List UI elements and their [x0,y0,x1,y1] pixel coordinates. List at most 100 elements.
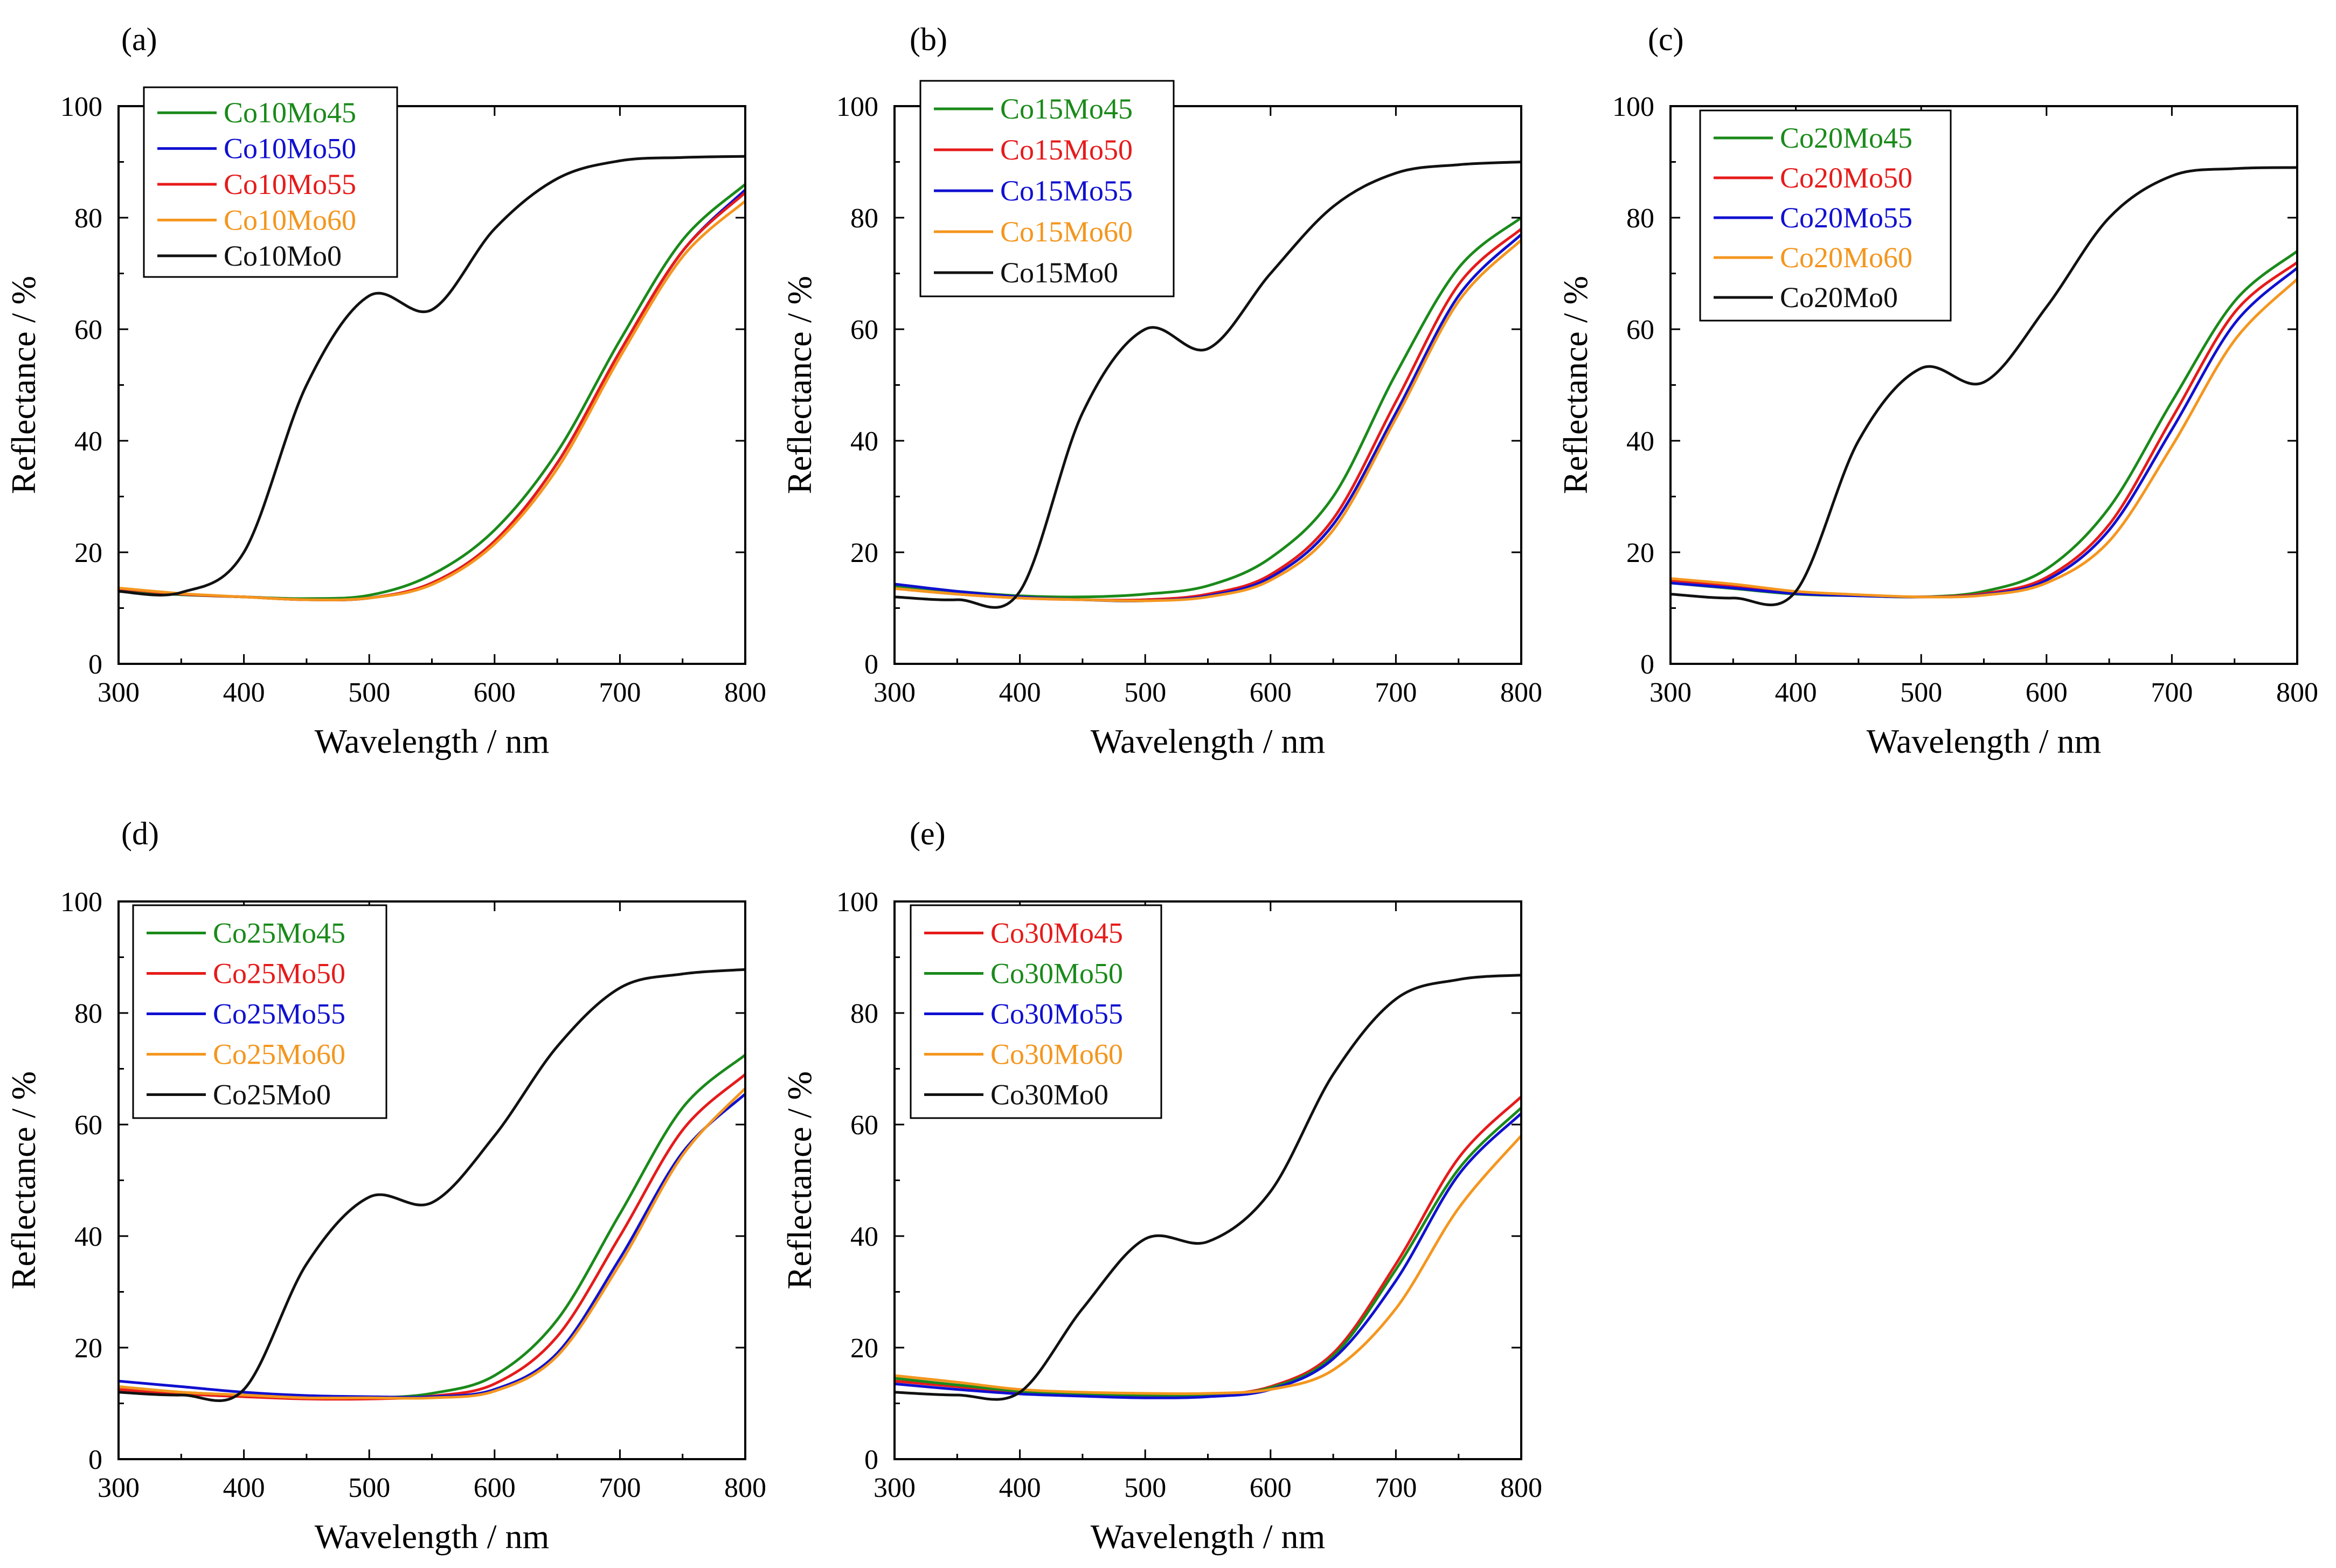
y-axis-label: Reflectance / % [4,276,43,494]
panel-e: (e) 300 400 500 600 700 800 0 20 40 60 80 100 Wavelen… [780,816,1542,1556]
legend-entry: Co20Mo45 [1780,122,1912,154]
x-tick-label: 600 [2026,677,2068,708]
x-tick-label: 800 [2276,677,2318,708]
y-tick-label: 100 [1612,92,1654,122]
y-tick-label: 60 [74,1110,102,1141]
panel-b: (b) 300 400 500 600 700 800 0 20 40 60 80 100 Wavelen… [780,22,1542,760]
y-tick-label: 100 [60,887,102,918]
x-tick-label: 700 [2151,677,2193,708]
y-tick-label: 0 [1640,649,1654,680]
x-tick-label: 500 [1124,677,1166,708]
x-axis-label: Wavelength / nm [315,722,550,760]
x-tick-label: 500 [1900,677,1942,708]
y-axis-label: Reflectance / % [1556,276,1595,494]
legend-box [910,904,1162,1119]
x-tick-label: 700 [599,677,641,708]
legend-entry: Co25Mo0 [213,1079,331,1111]
series-line-co20mo60 [1670,278,2297,599]
y-tick-label: 80 [74,998,102,1029]
x-tick-label: 400 [1775,677,1817,708]
legend-entry: Co10Mo60 [224,204,356,236]
x-tick-label: 400 [223,677,265,708]
x-tick-label: 800 [1500,1473,1542,1503]
legend-entry: Co20Mo50 [1780,162,1912,194]
y-tick-label: 60 [74,315,102,345]
legend-box [143,86,398,278]
y-tick-label: 40 [850,426,878,457]
y-tick-label: 100 [836,92,878,122]
x-tick-label: 600 [1250,1473,1292,1503]
legend: Co25Mo45 Co25Mo50 Co25Mo55 Co25Mo60 Co25Mo0 [132,904,387,1119]
series-line-co10mo0 [119,155,745,596]
x-tick-label: 400 [999,1473,1041,1503]
panel-label: (a) [121,22,157,57]
y-tick-label: 80 [850,203,878,234]
series-lines [895,974,1521,1401]
y-tick-label: 20 [74,1333,102,1364]
panel-label: (d) [121,816,159,851]
x-tick-label: 300 [98,677,140,708]
x-tick-label: 300 [98,1473,140,1503]
y-tick-label: 40 [74,1222,102,1252]
legend: Co30Mo45 Co30Mo50 Co30Mo55 Co30Mo60 Co30Mo0 [910,904,1162,1119]
legend-entry: Co25Mo50 [213,958,345,990]
legend-entry: Co15Mo55 [1000,175,1133,207]
y-tick-label: 20 [850,1333,878,1364]
series-line-co30mo45 [895,1095,1521,1398]
series-line-co30mo0 [895,974,1521,1401]
legend-box [132,904,387,1119]
y-axis-label: Reflectance / % [780,276,819,494]
y-tick-label: 0 [88,649,102,680]
x-tick-label: 300 [1649,677,1692,708]
series-lines [895,161,1521,609]
legend-entry: Co15Mo45 [1000,93,1133,125]
legend-entry: Co10Mo45 [224,96,356,129]
legend-entry: Co30Mo45 [990,917,1123,949]
x-tick-label: 300 [874,1473,916,1503]
x-tick-label: 600 [1250,677,1292,708]
legend-entry: Co20Mo55 [1780,202,1912,234]
panel-label: (c) [1648,22,1684,57]
legend-box [919,80,1175,297]
y-tick-label: 80 [850,998,878,1029]
series-lines [1670,166,2297,607]
legend-entry: Co25Mo60 [213,1038,345,1071]
y-axis-label: Reflectance / % [4,1071,43,1289]
legend-entry: Co25Mo45 [213,917,345,949]
x-tick-label: 800 [724,1473,766,1503]
legend-entry: Co30Mo0 [990,1079,1108,1111]
y-tick-label: 80 [1626,203,1654,234]
legend-entry: Co30Mo60 [990,1038,1123,1071]
x-tick-label: 500 [1124,1473,1166,1503]
y-tick-label: 100 [836,887,878,918]
y-tick-label: 40 [74,426,102,457]
legend: Co20Mo45 Co20Mo50 Co20Mo55 Co20Mo60 Co20Mo0 [1699,109,1952,322]
y-tick-label: 40 [1626,426,1654,457]
panel-d: (d) 300 400 500 600 700 800 0 20 40 60 80 100 Wavelen… [4,816,766,1556]
y-tick-label: 0 [88,1445,102,1475]
series-line-co15mo0 [895,161,1521,609]
x-tick-label: 700 [599,1473,641,1503]
y-tick-label: 20 [850,538,878,568]
legend-entry: Co10Mo55 [224,168,356,200]
legend-entry: Co15Mo60 [1000,216,1133,248]
x-axis-label: Wavelength / nm [1091,722,1326,760]
x-tick-label: 700 [1375,1473,1417,1503]
series-line-co25mo55 [119,1093,745,1399]
x-axis-label: Wavelength / nm [315,1517,550,1556]
series-lines [119,155,745,602]
y-tick-label: 20 [74,538,102,568]
series-line-co10mo60 [119,200,745,601]
legend-entry: Co30Mo50 [990,958,1123,990]
legend-entry: Co10Mo50 [224,133,356,165]
x-tick-label: 400 [999,677,1041,708]
legend-entry: Co10Mo0 [224,240,342,272]
panel-label: (b) [910,22,947,57]
legend-entry: Co15Mo0 [1000,256,1118,289]
x-tick-label: 400 [223,1473,265,1503]
series-line-co25mo50 [119,1073,745,1401]
x-axis-label: Wavelength / nm [1091,1517,1326,1556]
legend: Co15Mo45 Co15Mo50 Co15Mo55 Co15Mo60 Co15Mo0 [919,80,1175,297]
